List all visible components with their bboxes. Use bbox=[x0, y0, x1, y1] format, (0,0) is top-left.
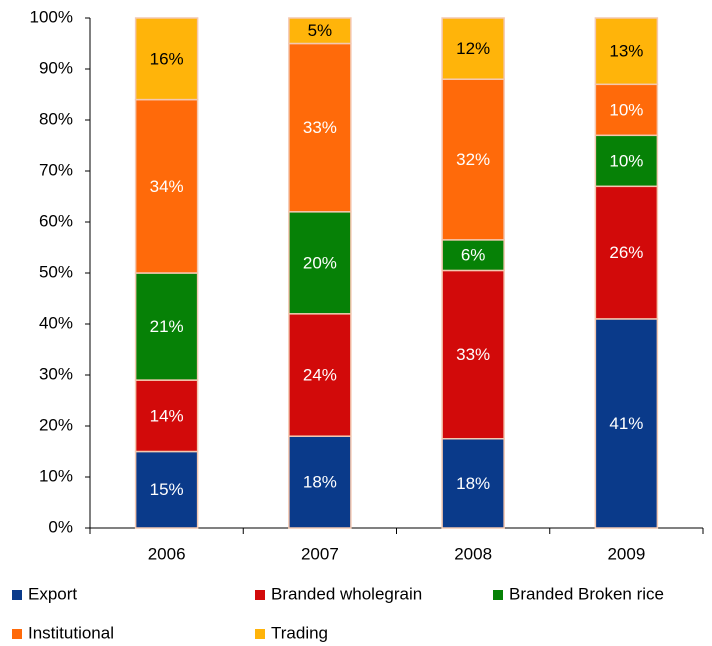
legend-label: Branded wholegrain bbox=[271, 584, 422, 603]
data-label: 12% bbox=[456, 39, 490, 58]
bar-segment bbox=[441, 239, 505, 272]
legend-swatch bbox=[493, 590, 503, 600]
data-label: 26% bbox=[609, 243, 643, 262]
data-label: 34% bbox=[150, 177, 184, 196]
bar-segment bbox=[594, 318, 659, 529]
legend-label: Institutional bbox=[28, 623, 114, 642]
y-tick-label: 0% bbox=[48, 517, 73, 536]
bar-segment bbox=[594, 83, 659, 137]
bar-segment bbox=[288, 17, 352, 45]
bar-segment bbox=[134, 98, 199, 274]
data-label: 20% bbox=[303, 253, 337, 272]
x-tick-label: 2008 bbox=[454, 544, 492, 563]
data-label: 18% bbox=[303, 473, 337, 492]
data-label: 33% bbox=[303, 118, 337, 137]
x-tick-label: 2007 bbox=[301, 544, 339, 563]
y-tick-label: 90% bbox=[39, 58, 73, 77]
bar-segment bbox=[441, 17, 505, 80]
data-label: 10% bbox=[609, 100, 643, 119]
y-tick-label: 60% bbox=[39, 211, 73, 230]
data-label: 14% bbox=[150, 406, 184, 425]
data-label: 5% bbox=[308, 21, 333, 40]
bar-segment bbox=[288, 435, 352, 529]
bar-segment bbox=[594, 185, 659, 320]
data-label: 32% bbox=[456, 150, 490, 169]
y-tick-label: 80% bbox=[39, 109, 73, 128]
y-tick-label: 70% bbox=[39, 160, 73, 179]
data-label: 21% bbox=[150, 317, 184, 336]
legend-swatch bbox=[255, 590, 265, 600]
data-label: 10% bbox=[609, 151, 643, 170]
data-label: 15% bbox=[150, 480, 184, 499]
y-tick-label: 20% bbox=[39, 415, 73, 434]
legend-swatch bbox=[12, 590, 22, 600]
legend-swatch bbox=[255, 629, 265, 639]
data-label: 33% bbox=[456, 345, 490, 364]
y-tick-label: 50% bbox=[39, 262, 73, 281]
legend-swatch bbox=[12, 629, 22, 639]
data-label: 24% bbox=[303, 365, 337, 384]
legend-label: Export bbox=[28, 584, 77, 603]
data-label: 41% bbox=[609, 414, 643, 433]
y-tick-label: 10% bbox=[39, 466, 73, 485]
bar-segment bbox=[441, 78, 505, 241]
data-label: 18% bbox=[456, 474, 490, 493]
bar-segment bbox=[288, 42, 352, 213]
legend-label: Trading bbox=[271, 623, 328, 642]
y-tick-label: 40% bbox=[39, 313, 73, 332]
bar-segment bbox=[288, 313, 352, 437]
bar-segment bbox=[594, 17, 659, 86]
x-tick-label: 2009 bbox=[607, 544, 645, 563]
data-label: 13% bbox=[609, 42, 643, 61]
bar-segment bbox=[134, 17, 199, 101]
bar-segment bbox=[441, 438, 505, 529]
y-tick-label: 100% bbox=[30, 7, 73, 26]
bar-segment bbox=[441, 269, 505, 440]
x-tick-label: 2006 bbox=[148, 544, 186, 563]
legend-label: Branded Broken rice bbox=[509, 584, 664, 603]
data-label: 6% bbox=[461, 246, 486, 265]
y-tick-label: 30% bbox=[39, 364, 73, 383]
data-label: 16% bbox=[150, 49, 184, 68]
